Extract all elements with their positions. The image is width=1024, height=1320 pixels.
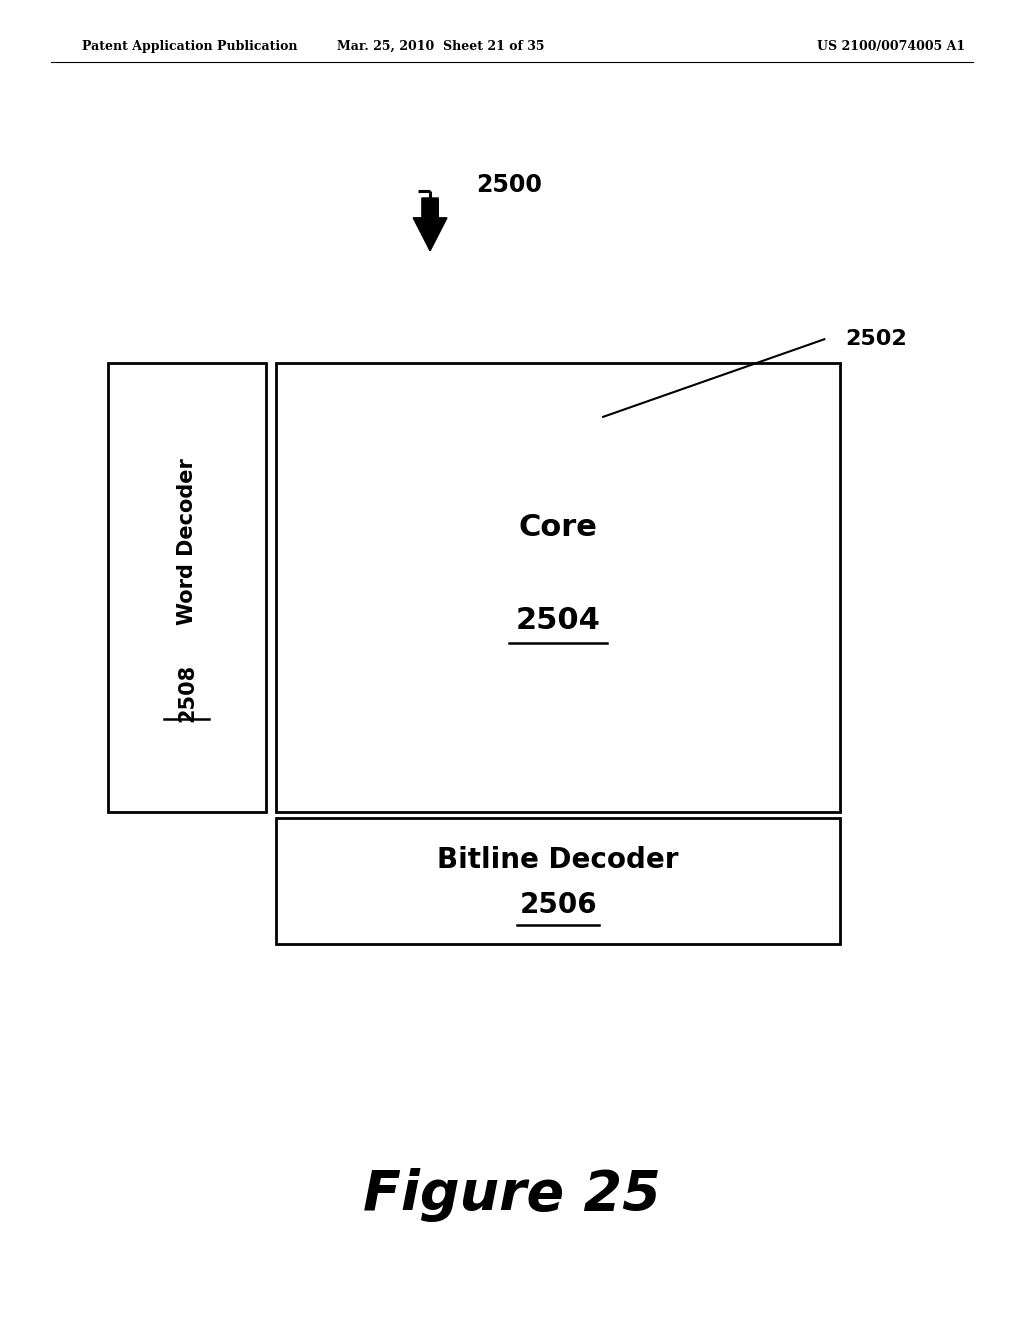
Text: 2506: 2506	[519, 891, 597, 919]
Text: 2502: 2502	[845, 329, 906, 350]
Text: Bitline Decoder: Bitline Decoder	[437, 846, 679, 874]
Text: 2508: 2508	[177, 664, 197, 722]
Bar	[276, 363, 840, 812]
Text: Figure 25: Figure 25	[364, 1168, 660, 1221]
Bar	[276, 818, 840, 944]
Text: US 2100/0074005 A1: US 2100/0074005 A1	[817, 40, 965, 53]
Text: 2500: 2500	[476, 173, 542, 197]
Text: Mar. 25, 2010  Sheet 21 of 35: Mar. 25, 2010 Sheet 21 of 35	[337, 40, 544, 53]
Bar	[108, 363, 266, 812]
Text: Word Decoder: Word Decoder	[177, 458, 197, 624]
Text: 2504: 2504	[516, 606, 600, 635]
FancyArrow shape	[413, 198, 446, 251]
Text: Patent Application Publication: Patent Application Publication	[82, 40, 297, 53]
Text: Core: Core	[518, 513, 598, 543]
